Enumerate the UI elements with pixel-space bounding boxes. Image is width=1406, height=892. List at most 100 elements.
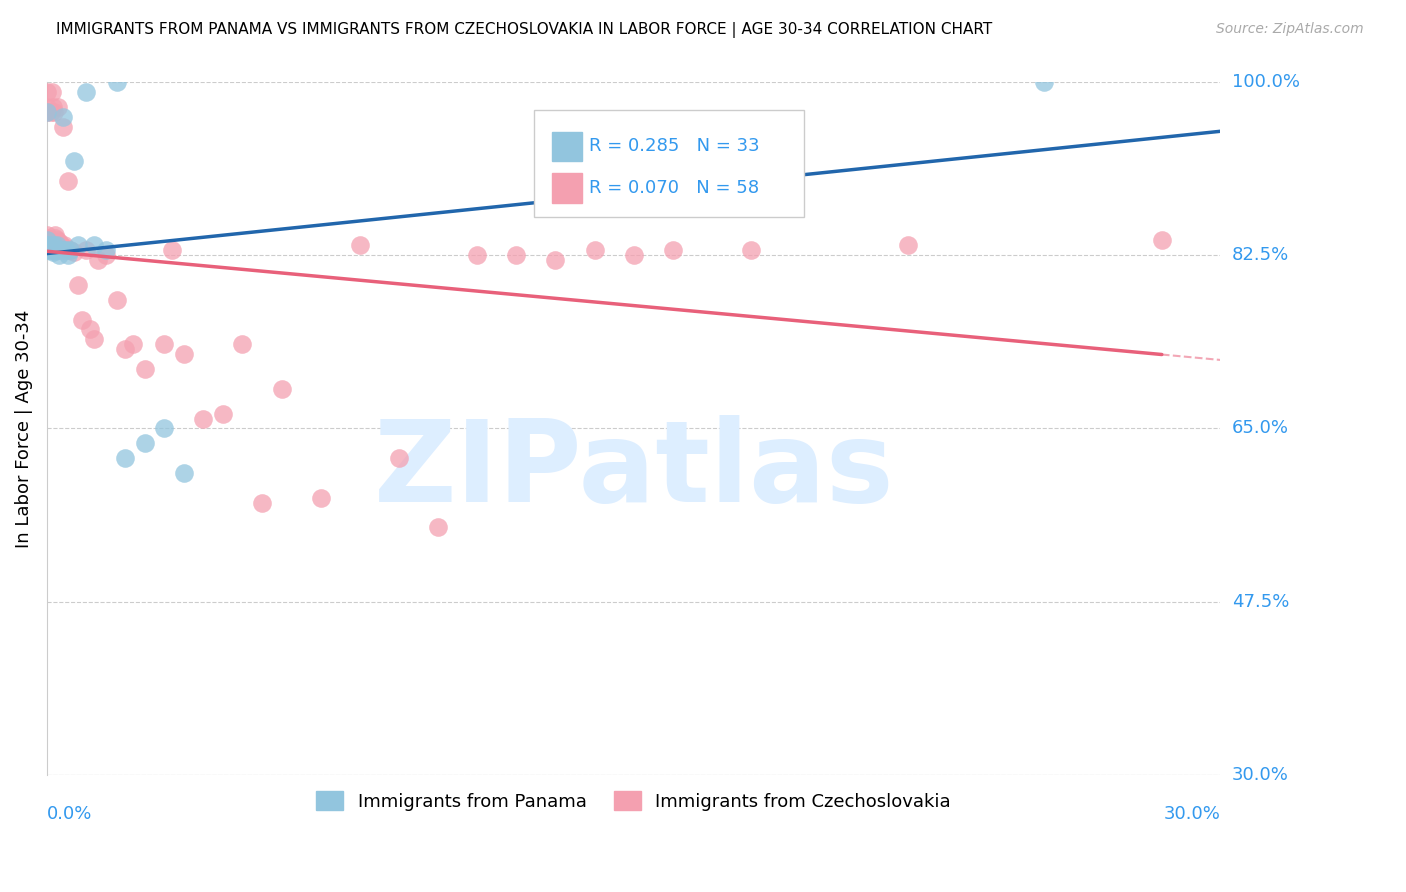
Point — [465, 248, 488, 262]
Point — [42, 245, 65, 260]
Point — [70, 312, 93, 326]
Point — [67, 238, 90, 252]
Point — [49, 244, 72, 258]
Point — [153, 421, 176, 435]
Point — [38, 233, 60, 247]
Point — [35, 85, 58, 99]
Text: ZIPatlas: ZIPatlas — [374, 415, 894, 525]
Legend: Immigrants from Panama, Immigrants from Czechoslovakia: Immigrants from Panama, Immigrants from … — [309, 784, 959, 818]
Point — [193, 411, 215, 425]
Point — [35, 231, 58, 245]
Point — [896, 238, 918, 252]
Point — [87, 253, 110, 268]
Point — [122, 337, 145, 351]
Point — [114, 343, 136, 357]
Point — [75, 244, 97, 258]
Point — [38, 238, 60, 252]
Point — [39, 244, 62, 258]
Point — [79, 322, 101, 336]
FancyBboxPatch shape — [534, 110, 804, 217]
Point — [1150, 233, 1173, 247]
Point — [39, 104, 62, 119]
Point — [35, 241, 58, 255]
Point — [231, 337, 253, 351]
Point — [44, 244, 66, 258]
Point — [427, 520, 450, 534]
Point — [59, 244, 82, 258]
Point — [39, 241, 62, 255]
Text: IMMIGRANTS FROM PANAMA VS IMMIGRANTS FROM CZECHOSLOVAKIA IN LABOR FORCE | AGE 30: IMMIGRANTS FROM PANAMA VS IMMIGRANTS FRO… — [56, 22, 993, 38]
Point — [114, 451, 136, 466]
Point — [55, 241, 77, 255]
Text: 65.0%: 65.0% — [1232, 419, 1289, 437]
Point — [41, 85, 63, 99]
Point — [349, 238, 371, 252]
Point — [42, 100, 65, 114]
Text: R = 0.285   N = 33: R = 0.285 N = 33 — [589, 137, 759, 155]
Point — [48, 235, 70, 250]
Point — [250, 496, 273, 510]
Point — [51, 110, 73, 124]
FancyBboxPatch shape — [551, 173, 582, 202]
Point — [63, 245, 86, 260]
Text: R = 0.070   N = 58: R = 0.070 N = 58 — [589, 179, 759, 197]
Point — [44, 241, 66, 255]
Point — [44, 231, 66, 245]
Point — [35, 235, 58, 250]
Point — [94, 244, 117, 258]
Text: 0.0%: 0.0% — [46, 805, 93, 823]
Point — [35, 244, 58, 258]
Point — [134, 362, 156, 376]
Point — [134, 436, 156, 450]
Point — [58, 174, 80, 188]
Point — [105, 75, 128, 89]
Point — [173, 466, 195, 480]
Point — [173, 347, 195, 361]
Point — [42, 238, 65, 252]
Point — [83, 332, 105, 346]
Point — [505, 248, 527, 262]
Point — [309, 491, 332, 505]
Point — [45, 238, 67, 252]
Point — [270, 382, 292, 396]
Text: 100.0%: 100.0% — [1232, 73, 1299, 91]
Point — [49, 238, 72, 252]
Point — [53, 244, 76, 258]
Text: 30.0%: 30.0% — [1232, 766, 1288, 784]
Point — [662, 244, 685, 258]
Point — [105, 293, 128, 307]
Point — [53, 238, 76, 252]
Point — [160, 244, 183, 258]
Point — [212, 407, 235, 421]
Point — [75, 85, 97, 99]
Point — [35, 104, 58, 119]
Point — [39, 238, 62, 252]
Point — [740, 244, 762, 258]
Point — [44, 228, 66, 243]
Point — [35, 100, 58, 114]
Point — [45, 233, 67, 247]
Text: 30.0%: 30.0% — [1164, 805, 1220, 823]
Text: 47.5%: 47.5% — [1232, 592, 1289, 611]
Text: 82.5%: 82.5% — [1232, 246, 1289, 264]
Point — [41, 244, 63, 258]
Point — [35, 104, 58, 119]
Point — [63, 154, 86, 169]
FancyBboxPatch shape — [551, 132, 582, 161]
Point — [623, 248, 645, 262]
Y-axis label: In Labor Force | Age 30-34: In Labor Force | Age 30-34 — [15, 310, 32, 548]
Point — [35, 233, 58, 247]
Text: Source: ZipAtlas.com: Source: ZipAtlas.com — [1216, 22, 1364, 37]
Point — [35, 238, 58, 252]
Point — [388, 451, 411, 466]
Point — [83, 238, 105, 252]
Point — [35, 238, 58, 252]
Point — [59, 244, 82, 258]
Point — [55, 244, 77, 258]
Point — [544, 253, 567, 268]
Point — [35, 228, 58, 243]
Point — [51, 120, 73, 134]
Point — [42, 104, 65, 119]
Point — [35, 233, 58, 247]
Point — [1033, 75, 1056, 89]
